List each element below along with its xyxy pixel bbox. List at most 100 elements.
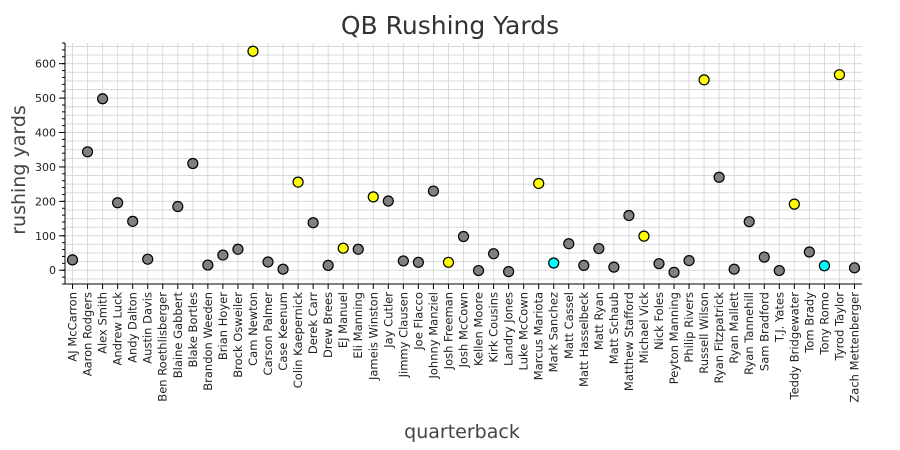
data-point — [638, 230, 650, 242]
x-tick-label: Ryan Fitzpatrick — [712, 292, 726, 384]
x-tick-label: Marcus Mariota — [532, 292, 546, 380]
grid-lines — [65, 43, 862, 284]
x-tick-label: Philip Rivers — [682, 292, 696, 363]
data-point — [96, 93, 109, 105]
data-point — [307, 217, 319, 229]
data-point — [743, 216, 755, 228]
x-tick-label: Tony Romo — [817, 292, 831, 356]
x-tick-label: Teddy Bridgewater — [787, 292, 801, 401]
x-tick-label: Landry Jones — [502, 292, 516, 366]
x-tick-label: Matthew Stafford — [622, 292, 636, 391]
data-point — [848, 262, 861, 274]
x-tick-label: Andrew Luck — [111, 292, 125, 366]
x-tick-labels: AJ McCarron Aaron Rodgers Alex Smith Andrew… — [66, 292, 862, 403]
x-tick-label: Jay Cutler — [381, 292, 395, 349]
x-tick-label: Johnny Manziel — [426, 292, 440, 380]
x-tick-label: Nick Foles — [652, 292, 666, 350]
data-point — [698, 74, 710, 86]
data-point — [713, 171, 725, 183]
data-point — [773, 264, 785, 277]
data-point — [442, 256, 455, 268]
x-tick-label: Brandon Weeden — [201, 292, 215, 391]
x-tick-label: Colin Kaepernick — [291, 292, 305, 389]
data-point — [337, 242, 349, 254]
x-tick-label: Ben Roethlisberger — [156, 292, 170, 402]
x-tick-label: Austin Davis — [141, 292, 155, 364]
data-point — [758, 251, 770, 263]
x-tick-label: Matt Schaub — [607, 292, 621, 364]
x-tick-label: Blaine Gabbert — [171, 292, 185, 379]
x-tick-label: Kellen Moore — [472, 292, 486, 366]
data-point — [593, 242, 605, 255]
data-point — [172, 200, 184, 213]
x-tick-label: Sam Bradford — [757, 292, 771, 371]
data-point — [397, 255, 409, 267]
x-tick-label: Cam Newton — [246, 292, 260, 366]
x-tick-label: Zach Mettenberger — [847, 292, 861, 403]
x-tick-label: Josh McCown — [457, 292, 471, 368]
x-tick-label: AJ McCarron — [66, 292, 80, 362]
data-point — [217, 249, 229, 261]
data-point — [533, 177, 545, 190]
y-tick-label: 100 — [35, 230, 56, 243]
data-point — [487, 248, 500, 260]
data-point — [367, 191, 379, 203]
x-tick-label: Matt Ryan — [592, 292, 606, 350]
x-tick-label: Case Keenum — [276, 292, 290, 371]
x-tick-label: Aaron Rodgers — [81, 292, 95, 376]
x-tick-label: Tyrod Taylor — [832, 292, 846, 362]
data-point — [142, 253, 154, 265]
y-tick-label: 600 — [35, 58, 56, 71]
y-tick-label: 400 — [35, 127, 56, 140]
data-point — [262, 256, 274, 268]
data-point — [668, 266, 680, 278]
x-tick-label: Matt Hasselbeck — [577, 292, 591, 387]
x-tick-label: Jameis Winston — [366, 292, 380, 381]
data-point — [548, 257, 560, 269]
x-tick-label: Josh Freeman — [441, 292, 455, 370]
data-point — [322, 259, 334, 272]
y-tick-label: 500 — [35, 92, 56, 105]
data-points — [66, 45, 861, 278]
x-tick-label: Eli Manning — [351, 292, 365, 359]
x-tick-label: Blake Bortles — [186, 292, 200, 368]
x-tick-label: Joe Flacco — [411, 292, 425, 351]
x-axis-title: quarterback — [404, 421, 520, 443]
x-tick-label: Russell Wilson — [697, 292, 711, 374]
data-point — [578, 259, 590, 272]
y-tick-label: 200 — [35, 195, 56, 208]
y-tick-label: 0 — [49, 264, 56, 277]
chart-title: QB Rushing Yards — [341, 11, 559, 40]
y-axis-title: rushing yards — [8, 105, 30, 235]
x-tick-label: Ryan Mallett — [727, 292, 741, 364]
axes — [59, 42, 862, 289]
x-tick-label: Mark Sanchez — [547, 292, 561, 372]
x-tick-label: Jimmy Clausen — [396, 292, 410, 378]
data-point — [503, 266, 515, 278]
x-tick-label: Luke McCown — [517, 292, 531, 370]
x-tick-label: Brian Hoyer — [216, 292, 230, 360]
x-tick-label: Kirk Cousins — [487, 292, 501, 363]
y-tick-label: 300 — [35, 161, 56, 174]
data-point — [81, 146, 94, 158]
x-tick-label: T.J. Yates — [772, 292, 786, 343]
data-point — [352, 243, 364, 255]
data-point — [788, 198, 800, 210]
data-point — [112, 197, 124, 209]
x-tick-label: Michael Vick — [637, 292, 651, 364]
data-point — [563, 238, 575, 250]
data-point — [202, 259, 214, 271]
data-point — [412, 256, 424, 268]
data-point — [728, 263, 740, 275]
data-point — [457, 230, 470, 243]
data-point — [818, 260, 831, 272]
data-point — [187, 157, 199, 170]
data-point — [608, 261, 620, 273]
x-tick-label: EJ Manuel — [336, 292, 350, 348]
data-point — [653, 258, 665, 270]
x-tick-label: Brock Osweiler — [231, 292, 245, 378]
x-tick-label: Ryan Tannehill — [742, 292, 756, 375]
x-tick-label: Matt Cassel — [562, 292, 576, 359]
data-point — [472, 264, 485, 277]
